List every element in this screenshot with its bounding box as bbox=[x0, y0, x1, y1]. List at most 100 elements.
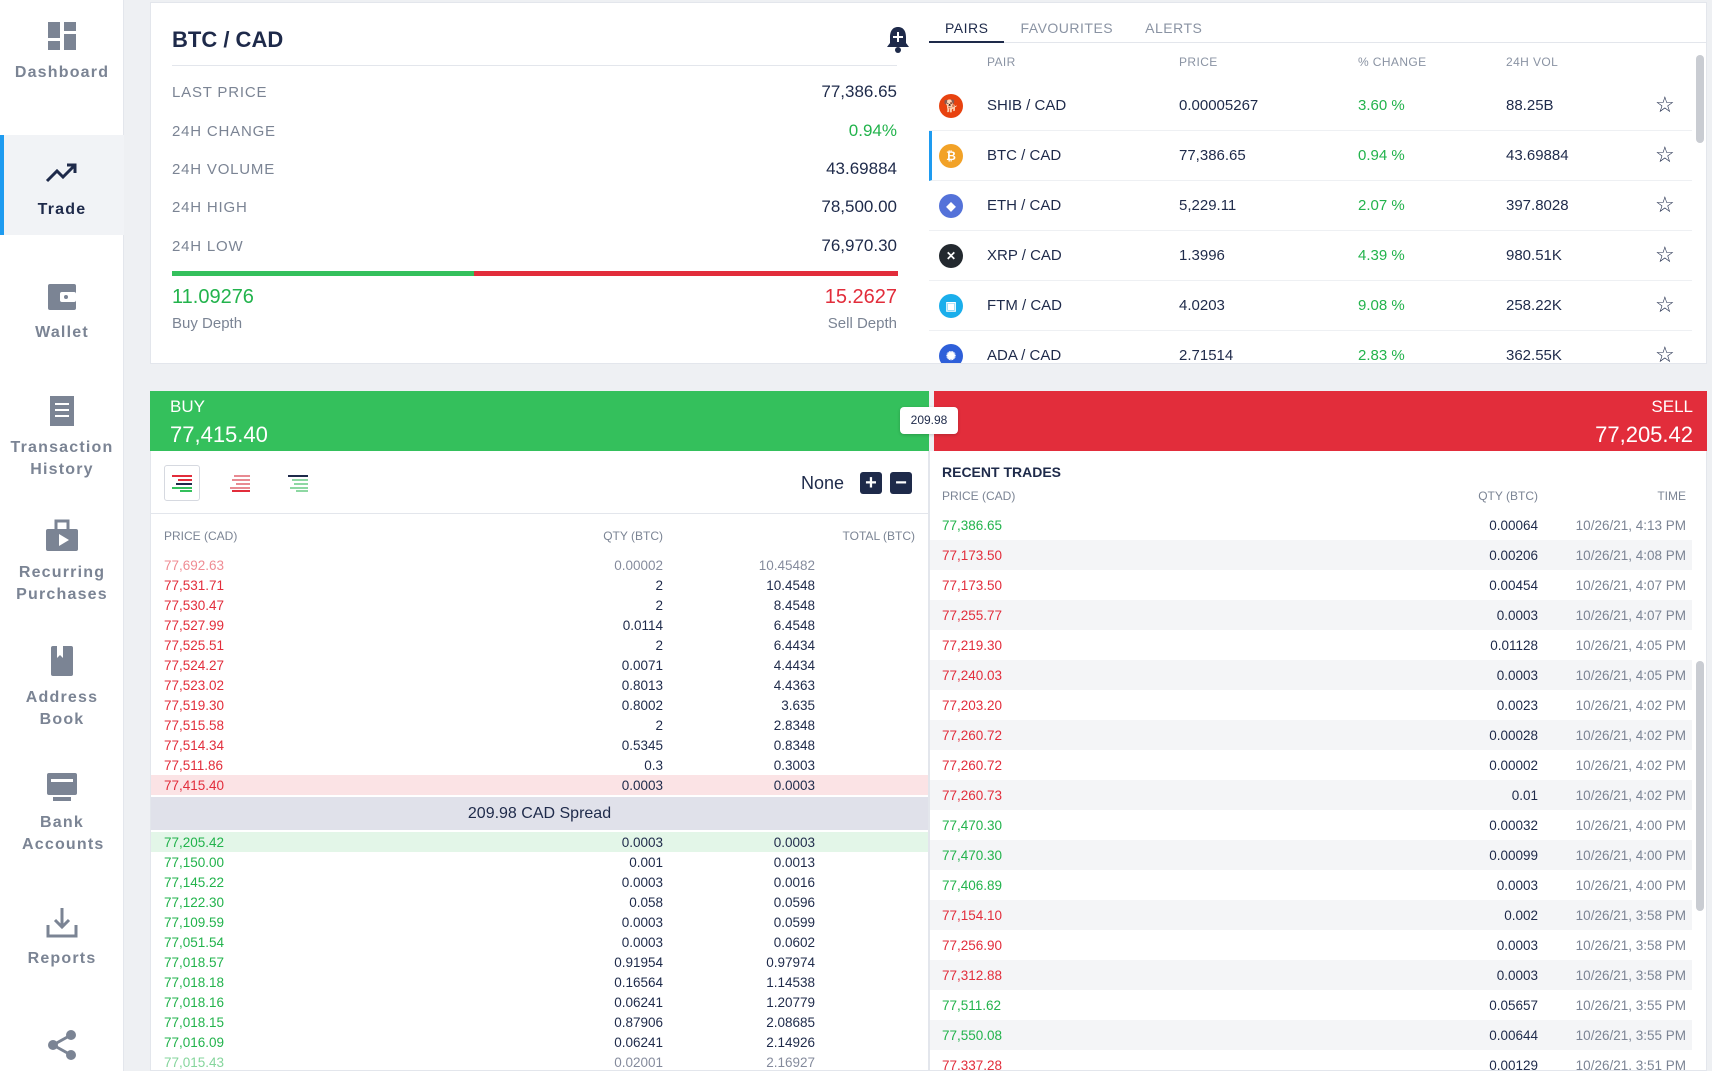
ask-row[interactable]: 77,524.27 0.0071 4.4434 bbox=[151, 655, 928, 675]
trade-row: 77,219.30 0.01128 10/26/21, 4:05 PM bbox=[930, 630, 1692, 660]
bid-row[interactable]: 77,051.54 0.0003 0.0602 bbox=[151, 932, 928, 952]
ask-row[interactable]: 77,523.02 0.8013 4.4363 bbox=[151, 675, 928, 695]
trade-time: 10/26/21, 3:58 PM bbox=[1575, 938, 1686, 953]
sidebar-item-label: Trade bbox=[37, 201, 87, 218]
view-asks-icon[interactable] bbox=[222, 465, 258, 501]
tab-pairs[interactable]: PAIRS bbox=[929, 17, 1005, 43]
ask-row[interactable]: 77,511.86 0.3 0.3003 bbox=[151, 755, 928, 775]
ask-row[interactable]: 77,515.58 2 2.8348 bbox=[151, 715, 928, 735]
ask-row[interactable]: 77,525.51 2 6.4434 bbox=[151, 635, 928, 655]
stat-value: 77,386.65 bbox=[821, 82, 897, 101]
col-price[interactable]: PRICE bbox=[1179, 55, 1218, 69]
sidebar-item-dashboard[interactable]: Dashboard bbox=[0, 18, 124, 128]
order-total: 2.08685 bbox=[766, 1015, 815, 1030]
pair-row[interactable]: ◆ ETH / CAD 5,229.11 2.07 % 397.8028 ☆ bbox=[929, 181, 1692, 231]
trade-qty: 0.0023 bbox=[1496, 698, 1538, 713]
ftm-coin-icon: ▣ bbox=[939, 294, 963, 318]
order-price: 77,150.00 bbox=[164, 855, 225, 870]
pairs-tabs: PAIRS FAVOURITES ALERTS bbox=[929, 17, 1706, 43]
star-icon[interactable]: ☆ bbox=[1655, 92, 1675, 117]
ask-row[interactable]: 77,519.30 0.8002 3.635 bbox=[151, 695, 928, 715]
order-qty: 0.0003 bbox=[621, 875, 663, 890]
ask-row[interactable]: 77,514.34 0.5345 0.8348 bbox=[151, 735, 928, 755]
trades-scrollbar[interactable] bbox=[1696, 661, 1704, 911]
order-price: 77,018.18 bbox=[164, 975, 225, 990]
order-qty: 0.00002 bbox=[614, 558, 663, 573]
tab-alerts[interactable]: ALERTS bbox=[1145, 20, 1203, 36]
trade-row: 77,337.28 0.00129 10/26/21, 3:51 PM bbox=[930, 1050, 1692, 1070]
sidebar-item-label: Recurring Purchases bbox=[16, 564, 108, 603]
order-qty: 0.06241 bbox=[614, 995, 663, 1010]
sidebar-item-share[interactable] bbox=[0, 1028, 124, 1068]
bid-row[interactable]: 77,018.18 0.16564 1.14538 bbox=[151, 972, 928, 992]
view-both-icon[interactable] bbox=[164, 465, 200, 501]
star-icon[interactable]: ☆ bbox=[1655, 242, 1675, 267]
bell-plus-icon[interactable] bbox=[885, 25, 911, 58]
pair-row[interactable]: ▣ FTM / CAD 4.0203 9.08 % 258.22K ☆ bbox=[929, 281, 1692, 331]
order-qty: 2 bbox=[655, 638, 663, 653]
sell-label: SELL bbox=[1651, 397, 1693, 416]
order-total: 1.20779 bbox=[766, 995, 815, 1010]
minus-button[interactable]: − bbox=[890, 472, 912, 494]
order-price: 77,018.57 bbox=[164, 955, 225, 970]
order-qty: 0.001 bbox=[629, 855, 663, 870]
sidebar-item-address-book[interactable]: Address Book bbox=[0, 643, 124, 743]
wallet-icon bbox=[44, 278, 80, 314]
sidebar-item-bank-accounts[interactable]: Bank Accounts bbox=[0, 768, 124, 868]
sidebar-item-label: Bank Accounts bbox=[22, 814, 105, 853]
trade-price: 77,154.10 bbox=[942, 908, 1003, 923]
bid-row[interactable]: 77,122.30 0.058 0.0596 bbox=[151, 892, 928, 912]
ask-row[interactable]: 77,527.99 0.0114 6.4548 bbox=[151, 615, 928, 635]
ask-row[interactable]: 77,530.47 2 8.4548 bbox=[151, 595, 928, 615]
ask-row[interactable]: 77,415.40 0.0003 0.0003 bbox=[151, 775, 928, 795]
bid-row[interactable]: 77,150.00 0.001 0.0013 bbox=[151, 852, 928, 872]
pair-price: 4.0203 bbox=[1179, 297, 1225, 314]
pair-volume: 88.25B bbox=[1506, 97, 1554, 114]
order-total: 2.14926 bbox=[766, 1035, 815, 1050]
bid-row[interactable]: 77,145.22 0.0003 0.0016 bbox=[151, 872, 928, 892]
stat-label: 24H VOLUME bbox=[172, 160, 276, 178]
sidebar-item-transaction-history[interactable]: Transaction History bbox=[0, 393, 124, 493]
sidebar-item-recurring-purchases[interactable]: Recurring Purchases bbox=[0, 518, 124, 618]
col-pair[interactable]: PAIR bbox=[987, 55, 1016, 69]
col-volume[interactable]: 24H VOL bbox=[1506, 55, 1559, 69]
bid-row[interactable]: 77,015.43 0.02001 2.16927 bbox=[151, 1052, 928, 1070]
bid-row[interactable]: 77,109.59 0.0003 0.0599 bbox=[151, 912, 928, 932]
trade-time: 10/26/21, 3:58 PM bbox=[1575, 968, 1686, 983]
plus-button[interactable]: + bbox=[860, 472, 882, 494]
trade-qty: 0.00002 bbox=[1489, 758, 1538, 773]
bid-row[interactable]: 77,205.42 0.0003 0.0003 bbox=[151, 832, 928, 852]
tab-favourites[interactable]: FAVOURITES bbox=[1020, 20, 1114, 36]
order-total: 0.0003 bbox=[773, 835, 815, 850]
col-change[interactable]: % CHANGE bbox=[1358, 55, 1427, 69]
buy-button[interactable]: BUY 77,415.40 bbox=[150, 391, 929, 451]
buy-depth-value: 11.09276 bbox=[172, 286, 254, 308]
sidebar-item-trade[interactable]: Trade bbox=[0, 135, 124, 235]
view-bids-icon[interactable] bbox=[280, 465, 316, 501]
pair-row[interactable]: ✺ ADA / CAD 2.71514 2.83 % 362.55K ☆ bbox=[929, 331, 1692, 364]
star-icon[interactable]: ☆ bbox=[1655, 192, 1675, 217]
sidebar-item-reports[interactable]: Reports bbox=[0, 904, 124, 984]
pairs-scrollbar[interactable] bbox=[1696, 55, 1704, 143]
bid-row[interactable]: 77,018.15 0.87906 2.08685 bbox=[151, 1012, 928, 1032]
pair-row[interactable]: 🐕 SHIB / CAD 0.00005267 3.60 % 88.25B ☆ bbox=[929, 81, 1692, 131]
ask-row[interactable]: 77,692.63 0.00002 10.45482 bbox=[151, 555, 928, 575]
ask-row[interactable]: 77,531.71 2 10.4548 bbox=[151, 575, 928, 595]
star-icon[interactable]: ☆ bbox=[1655, 342, 1675, 364]
trade-time: 10/26/21, 4:08 PM bbox=[1575, 548, 1686, 563]
col-time: TIME bbox=[1657, 489, 1686, 503]
stat-value: 78,500.00 bbox=[821, 197, 897, 216]
star-icon[interactable]: ☆ bbox=[1655, 292, 1675, 317]
pair-row[interactable]: ✕ XRP / CAD 1.3996 4.39 % 980.51K ☆ bbox=[929, 231, 1692, 281]
order-qty: 0.87906 bbox=[614, 1015, 663, 1030]
bid-row[interactable]: 77,016.09 0.06241 2.14926 bbox=[151, 1032, 928, 1052]
order-total: 0.8348 bbox=[773, 738, 815, 753]
bid-row[interactable]: 77,018.16 0.06241 1.20779 bbox=[151, 992, 928, 1012]
sell-button[interactable]: SELL 77,205.42 bbox=[934, 391, 1707, 451]
star-icon[interactable]: ☆ bbox=[1655, 142, 1675, 167]
trade-time: 10/26/21, 4:13 PM bbox=[1575, 518, 1686, 533]
pair-row[interactable]: ₿ BTC / CAD 77,386.65 0.94 % 43.69884 ☆ bbox=[929, 131, 1692, 181]
sidebar-item-wallet[interactable]: Wallet bbox=[0, 278, 124, 358]
bid-row[interactable]: 77,018.57 0.91954 0.97974 bbox=[151, 952, 928, 972]
trade-qty: 0.0003 bbox=[1496, 938, 1538, 953]
